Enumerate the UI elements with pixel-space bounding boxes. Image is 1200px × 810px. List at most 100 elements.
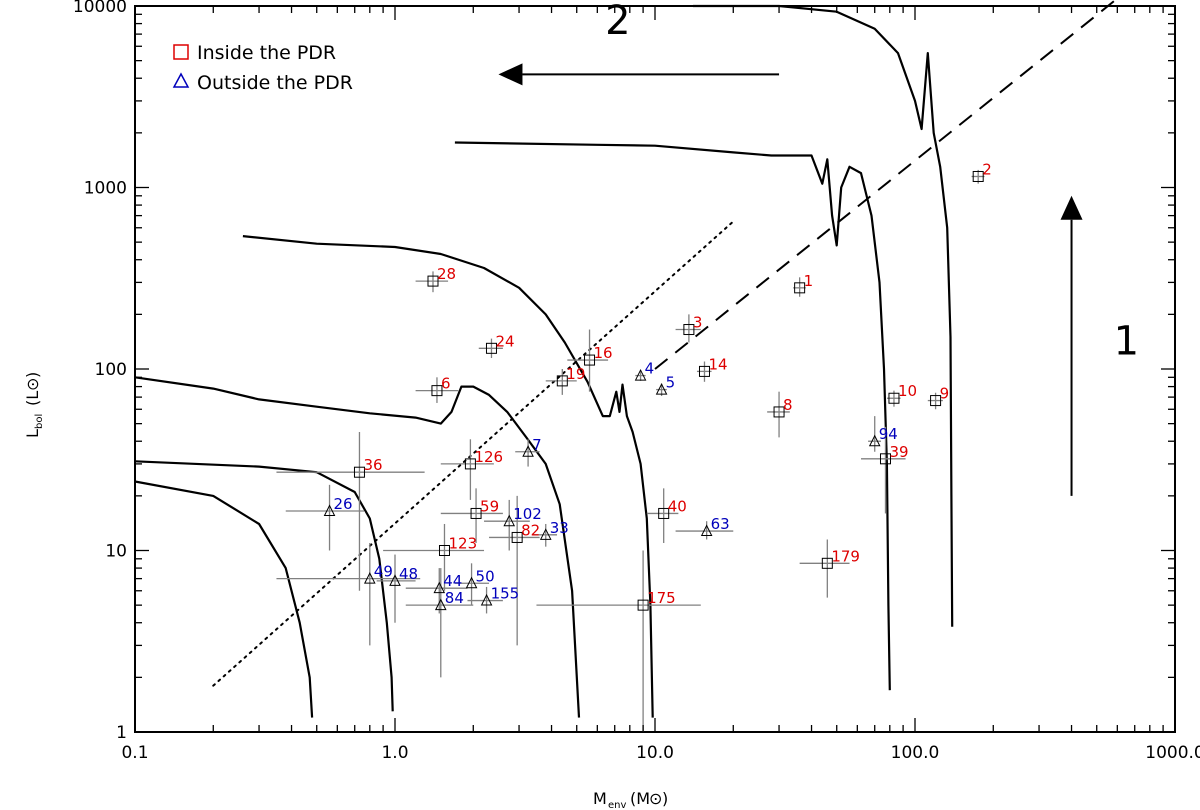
source-2-square-marker <box>972 170 984 182</box>
source-84-triangle-marker <box>434 598 447 611</box>
evolutionary-track <box>242 235 654 718</box>
legend-label-outside: Outside the PDR <box>197 72 353 94</box>
source-39-square-marker <box>879 453 891 465</box>
source-33-label: 33 <box>550 519 569 537</box>
legend: Inside the PDR Outside the PDR <box>172 42 353 94</box>
axis-ticks: 0.1 1.0 10.0 100.0 1000.0 1 10 100 1000 10000 <box>73 0 1200 763</box>
evolutionary-track <box>134 376 581 718</box>
source-9-square-marker <box>930 395 942 407</box>
source-179-square-marker <box>821 557 833 569</box>
source-155-label: 155 <box>491 585 520 603</box>
source-175-label: 175 <box>647 589 676 607</box>
source-33-triangle-marker <box>539 528 552 540</box>
dashed-reference-line <box>654 0 1118 370</box>
source-40-square-marker <box>658 507 670 519</box>
legend-marker-outside <box>172 72 190 88</box>
x-axis-title: M env (M ⊙ ) <box>593 789 668 810</box>
source-19-label: 19 <box>566 365 585 383</box>
source-126-label: 126 <box>474 448 503 466</box>
source-2-label: 2 <box>982 160 992 178</box>
source-26-triangle-marker <box>323 504 336 517</box>
source-49-label: 49 <box>374 563 393 581</box>
dotted-reference-line <box>212 220 735 687</box>
source-10-label: 10 <box>898 382 917 400</box>
source-63-label: 63 <box>711 515 730 533</box>
y-tick-label: 1000 <box>84 179 127 199</box>
source-10-square-marker <box>888 392 900 404</box>
source-26-label: 26 <box>334 495 353 513</box>
evolutionary-tracks <box>134 4 954 718</box>
source-labels: 1236891014161924283639405982123126175179… <box>334 160 992 607</box>
source-126-square-marker <box>464 458 476 470</box>
source-40-label: 40 <box>668 497 687 515</box>
source-3-square-marker <box>683 324 695 336</box>
source-82-square-marker <box>511 531 523 543</box>
source-84-label: 84 <box>445 589 464 607</box>
source-8-label: 8 <box>783 396 793 414</box>
x-tick-label: 1.0 <box>381 743 408 763</box>
source-44-triangle-marker <box>433 581 446 594</box>
x-axis-title-sub: env <box>608 800 626 810</box>
y-tick-label: 1 <box>116 723 127 743</box>
y-axis-title: L bol (L ⊙ ) <box>23 372 45 438</box>
source-36-square-marker <box>353 466 365 478</box>
legend-label-inside: Inside the PDR <box>197 42 336 64</box>
evolutionary-track <box>134 460 394 712</box>
arrow-2-label: 2 <box>605 0 630 44</box>
source-48-label: 48 <box>399 565 418 583</box>
source-123-square-marker <box>438 545 450 556</box>
source-28-square-marker <box>427 275 439 287</box>
y-axis-title-unit-close: ) <box>23 372 42 378</box>
source-16-label: 16 <box>594 344 613 362</box>
arrow-2-head <box>498 63 523 86</box>
source-markers <box>323 170 984 611</box>
source-39-label: 39 <box>889 443 908 461</box>
source-6-square-marker <box>431 385 443 397</box>
error-bars <box>276 169 985 732</box>
source-94-label: 94 <box>879 425 898 443</box>
y-tick-label: 10000 <box>73 0 127 17</box>
evolutionary-track <box>693 4 954 627</box>
source-28-label: 28 <box>437 265 456 283</box>
source-3-label: 3 <box>693 314 703 332</box>
source-102-triangle-marker <box>503 514 516 527</box>
x-tick-label: 1000.0 <box>1145 743 1200 763</box>
source-4-label: 4 <box>645 360 655 378</box>
source-14-square-marker <box>698 365 710 377</box>
x-axis-title-main: M <box>593 789 607 808</box>
source-175-square-marker <box>637 599 649 611</box>
source-36-label: 36 <box>363 456 382 474</box>
source-7-triangle-marker <box>522 445 534 457</box>
source-49-triangle-marker <box>363 571 376 584</box>
source-24-label: 24 <box>495 332 514 350</box>
source-48-triangle-marker <box>389 574 401 586</box>
evolutionary-track <box>134 480 314 718</box>
y-tick-label: 10 <box>105 542 127 562</box>
source-24-square-marker <box>485 342 497 354</box>
x-tick-label: 10.0 <box>636 743 674 763</box>
x-axis-title-unit-close: ) <box>662 789 668 808</box>
source-102-label: 102 <box>513 505 542 523</box>
source-155-triangle-marker <box>480 593 493 606</box>
source-5-triangle-marker <box>655 382 668 395</box>
source-1-label: 1 <box>804 272 814 290</box>
source-94-triangle-marker <box>868 434 881 447</box>
source-7-label: 7 <box>532 436 542 454</box>
source-44-label: 44 <box>443 572 462 590</box>
source-63-triangle-marker <box>700 524 713 537</box>
source-8-square-marker <box>773 406 785 418</box>
source-9-label: 9 <box>940 385 950 403</box>
evolutionary-track <box>454 141 891 691</box>
y-axis-title-sub: bol <box>34 414 45 429</box>
source-16-square-marker <box>584 354 596 366</box>
source-1-square-marker <box>794 282 806 294</box>
source-6-label: 6 <box>441 375 451 393</box>
y-tick-label: 100 <box>95 360 127 380</box>
x-tick-label: 0.1 <box>121 743 148 763</box>
evolution-arrows: 12 <box>498 0 1139 496</box>
source-59-label: 59 <box>480 497 499 515</box>
legend-marker-inside <box>173 44 189 60</box>
x-axis-title-unit-symbol: ⊙ <box>649 789 662 808</box>
source-123-label: 123 <box>448 535 477 553</box>
